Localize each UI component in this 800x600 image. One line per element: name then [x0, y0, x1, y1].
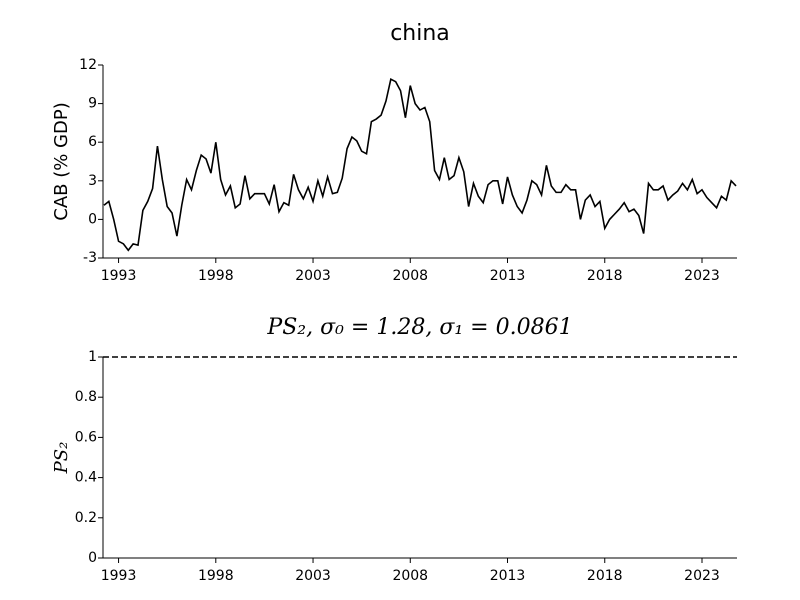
y-axis-label: PS₂: [51, 442, 72, 475]
x-tick-label: 1998: [198, 568, 234, 584]
x-tick-label: 2013: [490, 568, 526, 584]
x-tick-label: 2018: [587, 568, 623, 584]
y-tick-label: 0.4: [75, 470, 97, 486]
y-tick-label: 1: [88, 349, 97, 365]
y-tick-label: -3: [83, 250, 97, 266]
x-tick-label: 2008: [392, 268, 428, 284]
x-tick-label: 1993: [101, 268, 137, 284]
y-tick-label: 3: [88, 173, 97, 189]
x-tick-label: 2008: [392, 568, 428, 584]
x-tick-label: 2003: [295, 268, 331, 284]
y-tick-label: 0.8: [75, 389, 97, 405]
x-tick-label: 2003: [295, 568, 331, 584]
y-tick-label: 9: [88, 96, 97, 112]
y-tick-label: 0: [88, 211, 97, 227]
chart-title: PS₂, σ₀ = 1.28, σ₁ = 0.0861: [266, 315, 572, 340]
y-tick-label: 0.2: [75, 510, 97, 526]
x-tick-label: 1993: [101, 568, 137, 584]
x-tick-label: 2023: [684, 568, 720, 584]
x-tick-label: 2013: [490, 268, 526, 284]
y-axis-label: CAB (% GDP): [51, 102, 72, 221]
data-line: [103, 77, 737, 252]
y-tick-label: 0: [88, 550, 97, 566]
x-tick-label: 1998: [198, 268, 234, 284]
y-tick-label: 12: [79, 57, 97, 73]
chart-title: china: [390, 21, 450, 46]
x-tick-label: 2018: [587, 268, 623, 284]
y-tick-label: 0.6: [75, 429, 97, 445]
x-tick-label: 2023: [684, 268, 720, 284]
y-tick-label: 6: [88, 134, 97, 150]
